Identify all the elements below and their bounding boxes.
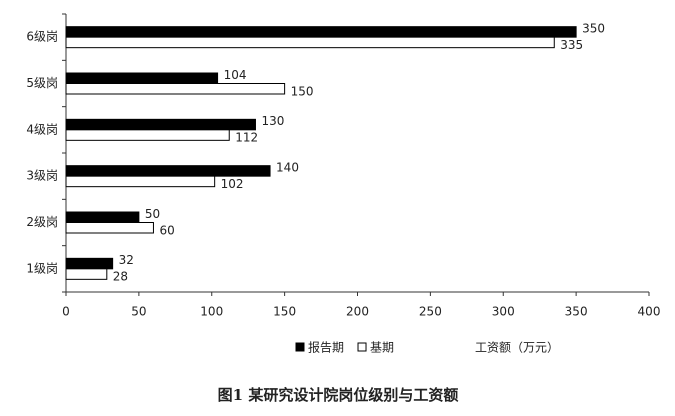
data-label: 130 xyxy=(261,114,284,128)
bar xyxy=(65,268,108,280)
x-tick-label: 400 xyxy=(638,305,661,319)
data-label: 335 xyxy=(560,38,583,52)
bar xyxy=(65,211,140,223)
x-tick-label: 150 xyxy=(273,305,296,319)
bar xyxy=(65,257,114,270)
x-tick-label: 250 xyxy=(419,305,442,319)
bar xyxy=(65,72,219,84)
legend-swatch xyxy=(357,342,367,352)
y-tick-label: 2级岗 xyxy=(26,215,58,229)
data-label: 60 xyxy=(159,223,174,237)
x-tick-label: 100 xyxy=(200,305,223,319)
data-label: 32 xyxy=(119,253,134,267)
bar xyxy=(65,175,216,188)
data-label: 112 xyxy=(235,131,258,145)
x-axis-label: 工资额（万元） xyxy=(475,341,559,355)
y-tick-label: 4级岗 xyxy=(26,122,58,136)
data-label: 140 xyxy=(276,160,299,174)
data-label: 350 xyxy=(582,21,605,35)
bar xyxy=(65,118,256,131)
chart-title: 图1 某研究设计院岗位级别与工资额 xyxy=(218,386,459,404)
bar xyxy=(65,165,271,177)
x-tick-label: 300 xyxy=(492,305,515,319)
bar xyxy=(65,26,577,38)
data-label: 102 xyxy=(221,177,244,191)
data-label: 150 xyxy=(291,84,314,98)
y-tick-label: 5级岗 xyxy=(26,76,58,90)
y-tick-label: 6级岗 xyxy=(26,30,58,44)
x-tick-label: 0 xyxy=(62,305,70,319)
bar xyxy=(65,222,154,234)
legend-label: 报告期 xyxy=(308,340,344,355)
x-tick-label: 350 xyxy=(565,305,588,319)
x-tick-label: 50 xyxy=(131,305,146,319)
bar xyxy=(65,36,555,49)
data-label: 28 xyxy=(113,270,128,284)
legend-swatch xyxy=(295,342,305,352)
data-label: 104 xyxy=(224,68,247,82)
bar xyxy=(65,129,230,141)
y-tick-label: 3级岗 xyxy=(26,169,58,183)
bar xyxy=(65,83,286,95)
x-tick-label: 200 xyxy=(346,305,369,319)
legend-label: 基期 xyxy=(370,341,394,355)
data-label: 50 xyxy=(145,207,160,221)
y-tick-label: 1级岗 xyxy=(26,261,58,275)
